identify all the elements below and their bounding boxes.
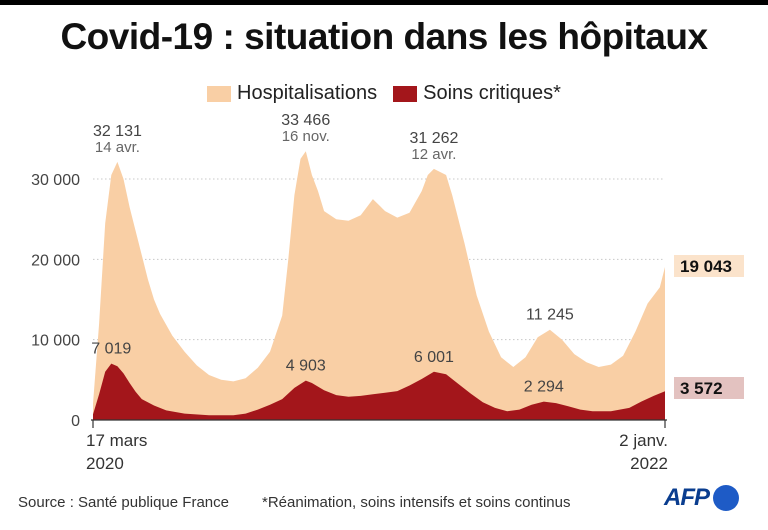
series-area-soins-critiques — [93, 363, 665, 420]
peak-value-label: 7 019 — [91, 341, 131, 358]
series-area-hospitalisations — [93, 151, 665, 420]
x-tick-label-year: 2020 — [86, 454, 124, 473]
peak-value-label: 6 001 — [414, 349, 454, 366]
x-tick-label: 17 mars — [86, 431, 147, 450]
end-label-background — [674, 377, 744, 399]
chart-title: Covid-19 : situation dans les hôpitaux — [60, 16, 708, 57]
peak-value-label: 4 903 — [286, 358, 326, 375]
legend: Hospitalisations Soins critiques* — [0, 82, 768, 105]
legend-swatch-hospitalisations — [207, 85, 232, 102]
peak-date-label: 16 nov. — [282, 128, 330, 145]
peak-value-label: 32 131 — [93, 123, 142, 140]
legend-swatch-soins-critiques — [393, 85, 418, 102]
footnote-text: *Réanimation, soins intensifs et soins c… — [262, 494, 571, 511]
y-tick-label: 0 — [71, 413, 80, 430]
y-tick-label: 20 000 — [31, 252, 80, 269]
peak-date-label: 12 avr. — [411, 146, 456, 163]
legend-item-hospitalisations: Hospitalisations — [207, 82, 377, 105]
end-label-background — [674, 255, 744, 277]
x-tick-label: 2 janv. — [619, 431, 668, 450]
peak-value-label: 2 294 — [524, 379, 564, 396]
peak-value-label: 11 245 — [526, 307, 574, 324]
legend-item-soins-critiques: Soins critiques* — [393, 82, 561, 105]
legend-label-hospitalisations: Hospitalisations — [237, 82, 378, 104]
x-tick-label-year: 2022 — [630, 454, 668, 473]
end-value-label: 3 572 — [680, 379, 723, 398]
y-tick-label: 30 000 — [31, 172, 80, 189]
afp-logo-text: AFP — [664, 484, 710, 511]
peak-date-label: 14 avr. — [95, 139, 140, 156]
peak-value-label: 33 466 — [281, 112, 330, 129]
afp-globe-icon — [713, 485, 739, 511]
source-text: Source : Santé publique France — [18, 494, 229, 511]
afp-logo: AFP — [664, 484, 739, 512]
legend-label-soins-critiques: Soins critiques* — [423, 82, 561, 104]
top-bar — [0, 0, 768, 5]
end-value-label: 19 043 — [680, 257, 732, 276]
peak-value-label: 31 262 — [409, 130, 458, 147]
y-tick-label: 10 000 — [31, 333, 80, 350]
